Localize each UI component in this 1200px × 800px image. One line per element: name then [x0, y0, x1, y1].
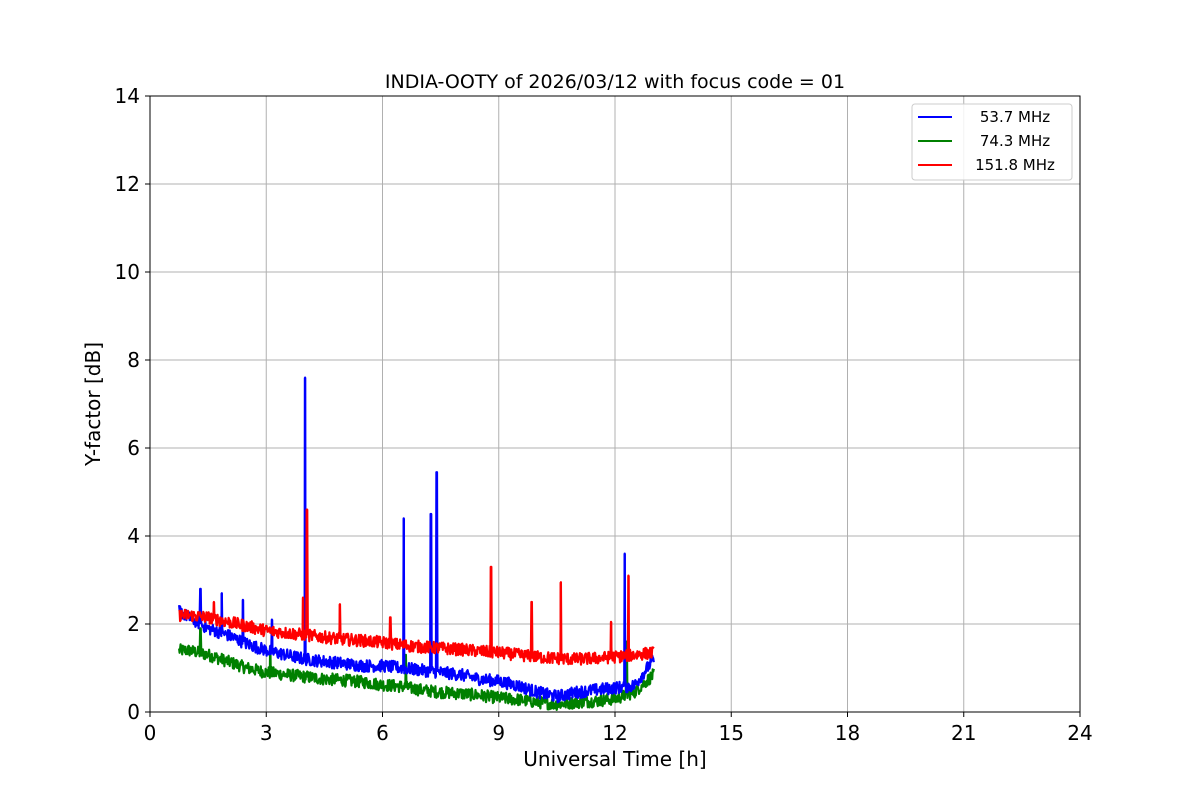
y-tick-label: 14: [115, 84, 140, 108]
chart-title: INDIA-OOTY of 2026/03/12 with focus code…: [385, 71, 845, 93]
y-tick-label: 12: [115, 172, 140, 196]
y-tick-label: 2: [127, 612, 140, 636]
x-tick-label: 6: [376, 721, 389, 745]
plot-area: [178, 376, 655, 712]
legend: 53.7 MHz 74.3 MHz 151.8 MHz: [911, 103, 1073, 181]
series-151-8-mhz: [178, 508, 655, 666]
y-tick-label: 4: [127, 524, 140, 548]
legend-label: 74.3 MHz: [980, 132, 1050, 150]
y-tick-label: 10: [115, 260, 140, 284]
y-axis-label: Y-factor [dB]: [81, 342, 105, 467]
x-tick-label: 18: [835, 721, 860, 745]
x-tick-label: 21: [951, 721, 976, 745]
series-line: [178, 627, 655, 712]
x-tick-label: 15: [719, 721, 744, 745]
legend-label: 151.8 MHz: [975, 156, 1055, 174]
legend-box: [911, 103, 1073, 181]
x-tick-label: 12: [602, 721, 627, 745]
series-line: [178, 508, 655, 666]
y-tick-label: 0: [127, 700, 140, 724]
y-tick-label: 8: [127, 348, 140, 372]
x-tick-label: 3: [260, 721, 273, 745]
x-tick-label: 0: [144, 721, 157, 745]
series-line: [178, 376, 655, 704]
y-tick-label: 6: [127, 436, 140, 460]
legend-label: 53.7 MHz: [980, 108, 1050, 126]
x-tick-label: 9: [492, 721, 505, 745]
x-tick-label: 24: [1067, 721, 1092, 745]
x-axis-label: Universal Time [h]: [523, 747, 706, 771]
